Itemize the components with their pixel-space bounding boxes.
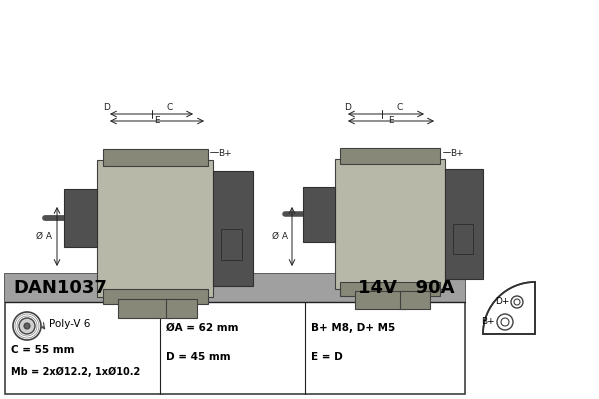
Text: C: C (167, 103, 173, 111)
Circle shape (19, 318, 35, 334)
Text: Mb/Th: Mb/Th (455, 192, 483, 201)
Bar (221, 229, 242, 260)
Bar (5, 274, 465, 394)
Circle shape (511, 296, 523, 308)
Text: Ø A: Ø A (272, 231, 288, 241)
Wedge shape (483, 282, 535, 334)
Bar (340, 282, 440, 296)
Circle shape (514, 299, 520, 305)
Text: B+: B+ (482, 318, 495, 326)
Bar (102, 149, 207, 166)
Bar (102, 289, 207, 304)
Bar (335, 159, 445, 289)
Bar (63, 189, 97, 247)
Circle shape (13, 312, 41, 340)
Bar (400, 291, 430, 309)
Bar (303, 186, 335, 241)
Text: DENSO: DENSO (339, 197, 481, 231)
Text: E = D: E = D (311, 352, 343, 362)
Text: C = 55 mm: C = 55 mm (11, 345, 74, 355)
Text: Mb = 2xØ12.2, 1xØ10.2: Mb = 2xØ12.2, 1xØ10.2 (11, 367, 140, 377)
Circle shape (497, 314, 513, 330)
Bar (453, 224, 473, 254)
Text: E: E (154, 116, 160, 125)
Text: 14V   90A: 14V 90A (358, 279, 455, 297)
Text: ØA = 62 mm: ØA = 62 mm (166, 323, 238, 333)
Bar (213, 171, 253, 286)
Text: D+: D+ (495, 298, 509, 306)
Text: DENSO: DENSO (104, 197, 246, 231)
Text: DAN1037: DAN1037 (13, 279, 107, 297)
Text: B+ M8, D+ M5: B+ M8, D+ M5 (311, 323, 395, 333)
Text: C: C (397, 103, 403, 111)
Bar (5, 274, 465, 302)
Text: D: D (344, 103, 352, 111)
Text: B+: B+ (218, 150, 232, 158)
Bar (97, 160, 213, 297)
Circle shape (501, 318, 509, 326)
Text: Ø A: Ø A (36, 231, 52, 241)
Text: D = 45 mm: D = 45 mm (166, 352, 231, 362)
Circle shape (24, 323, 30, 329)
Bar (340, 148, 440, 164)
Text: Poly-V 6: Poly-V 6 (49, 319, 90, 329)
Bar (445, 169, 483, 279)
Bar (355, 291, 405, 309)
Text: E: E (388, 116, 394, 125)
Text: B+: B+ (450, 150, 464, 158)
Text: Mb/Th: Mb/Th (225, 192, 253, 201)
Bar (165, 299, 197, 318)
Bar (118, 299, 171, 318)
Text: D: D (104, 103, 110, 111)
